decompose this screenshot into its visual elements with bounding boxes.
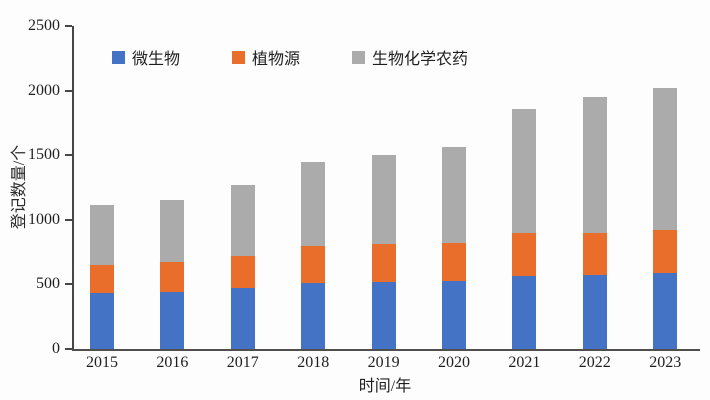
legend-item-microbial: 微生物 xyxy=(112,45,180,69)
bar-segment-plant-derived-2018 xyxy=(301,245,326,284)
x-axis-tick-label-2021: 2021 xyxy=(508,354,541,371)
legend-item-biochemical-pesticide: 生物化学农药 xyxy=(352,45,468,69)
y-axis-tick-mark xyxy=(65,89,72,92)
bar-2023 xyxy=(653,88,678,349)
bar-segment-plant-derived-2016 xyxy=(160,261,185,292)
legend-swatch-biochemical-pesticide xyxy=(352,50,365,64)
bar-segment-microbial-2020 xyxy=(442,281,466,349)
bar-2016 xyxy=(160,199,185,349)
x-axis-tick-label-2016: 2016 xyxy=(156,354,189,371)
x-axis-tick-label-2022: 2022 xyxy=(578,354,611,371)
bar-segment-microbial-2022 xyxy=(582,275,607,349)
bar-segment-biochemical-pesticide-2022 xyxy=(582,97,607,233)
bar-segment-microbial-2017 xyxy=(230,288,255,349)
bar-segment-biochemical-pesticide-2015 xyxy=(90,204,114,266)
y-axis-tick-mark xyxy=(65,25,72,27)
bar-segment-microbial-2015 xyxy=(90,293,114,349)
y-axis-tick-mark xyxy=(65,283,72,286)
bar-segment-microbial-2019 xyxy=(371,282,396,349)
bar-segment-microbial-2016 xyxy=(160,291,185,349)
bar-segment-biochemical-pesticide-2019 xyxy=(371,155,396,245)
bar-segment-microbial-2021 xyxy=(512,276,537,349)
bar-segment-biochemical-pesticide-2021 xyxy=(512,108,537,233)
legend-swatch-microbial xyxy=(112,50,125,64)
x-axis-tick-label-2020: 2020 xyxy=(438,354,470,371)
bar-segment-biochemical-pesticide-2020 xyxy=(442,146,466,244)
y-axis-tick-mark xyxy=(65,218,72,221)
legend-label-microbial: 微生物 xyxy=(132,51,181,68)
bar-segment-biochemical-pesticide-2023 xyxy=(653,88,678,231)
bar-segment-microbial-2023 xyxy=(653,273,678,349)
bar-2022 xyxy=(582,97,607,349)
legend-label-plant-derived: 植物源 xyxy=(252,51,301,68)
bar-segment-plant-derived-2022 xyxy=(582,232,607,276)
bar-segment-microbial-2018 xyxy=(301,283,326,349)
x-axis-tick-label-2018: 2018 xyxy=(297,354,330,371)
x-axis-tick-label-2023: 2023 xyxy=(649,354,682,371)
legend-item-plant-derived: 植物源 xyxy=(232,45,300,69)
y-axis-tick-label: 2000 xyxy=(28,81,60,99)
y-axis-tick-mark xyxy=(65,348,72,350)
bar-2015 xyxy=(90,204,114,349)
bar-segment-biochemical-pesticide-2017 xyxy=(230,184,255,256)
y-axis-tick-mark xyxy=(65,154,72,157)
bar-segment-biochemical-pesticide-2018 xyxy=(301,161,326,246)
bar-segment-plant-derived-2021 xyxy=(512,232,537,277)
y-axis-tick-label: 1000 xyxy=(28,210,60,228)
x-axis-tick-label-2015: 2015 xyxy=(86,354,118,371)
y-axis-tick-label: 500 xyxy=(36,275,60,293)
bar-2021 xyxy=(512,108,537,349)
bar-segment-plant-derived-2015 xyxy=(90,265,114,294)
y-axis-tick-label: 2500 xyxy=(28,17,60,34)
bar-2019 xyxy=(371,155,396,349)
legend-swatch-plant-derived xyxy=(232,50,245,64)
x-axis-title: 时间/年 xyxy=(358,378,412,395)
bar-segment-plant-derived-2023 xyxy=(653,230,678,274)
y-axis-tick-label: 1500 xyxy=(28,146,60,164)
bar-segment-plant-derived-2019 xyxy=(371,244,396,283)
legend-label-biochemical-pesticide: 生物化学农药 xyxy=(372,51,469,68)
bar-2018 xyxy=(301,161,326,349)
x-axis-tick-label-2019: 2019 xyxy=(367,354,400,371)
bar-segment-plant-derived-2017 xyxy=(230,255,255,289)
plot-area xyxy=(72,26,700,351)
bar-segment-biochemical-pesticide-2016 xyxy=(160,199,185,262)
bar-2020 xyxy=(442,146,466,349)
bar-2017 xyxy=(230,184,255,349)
bar-segment-plant-derived-2020 xyxy=(442,243,466,282)
x-axis-tick-label-2017: 2017 xyxy=(226,354,259,371)
y-axis-tick-label: 0 xyxy=(52,340,60,357)
